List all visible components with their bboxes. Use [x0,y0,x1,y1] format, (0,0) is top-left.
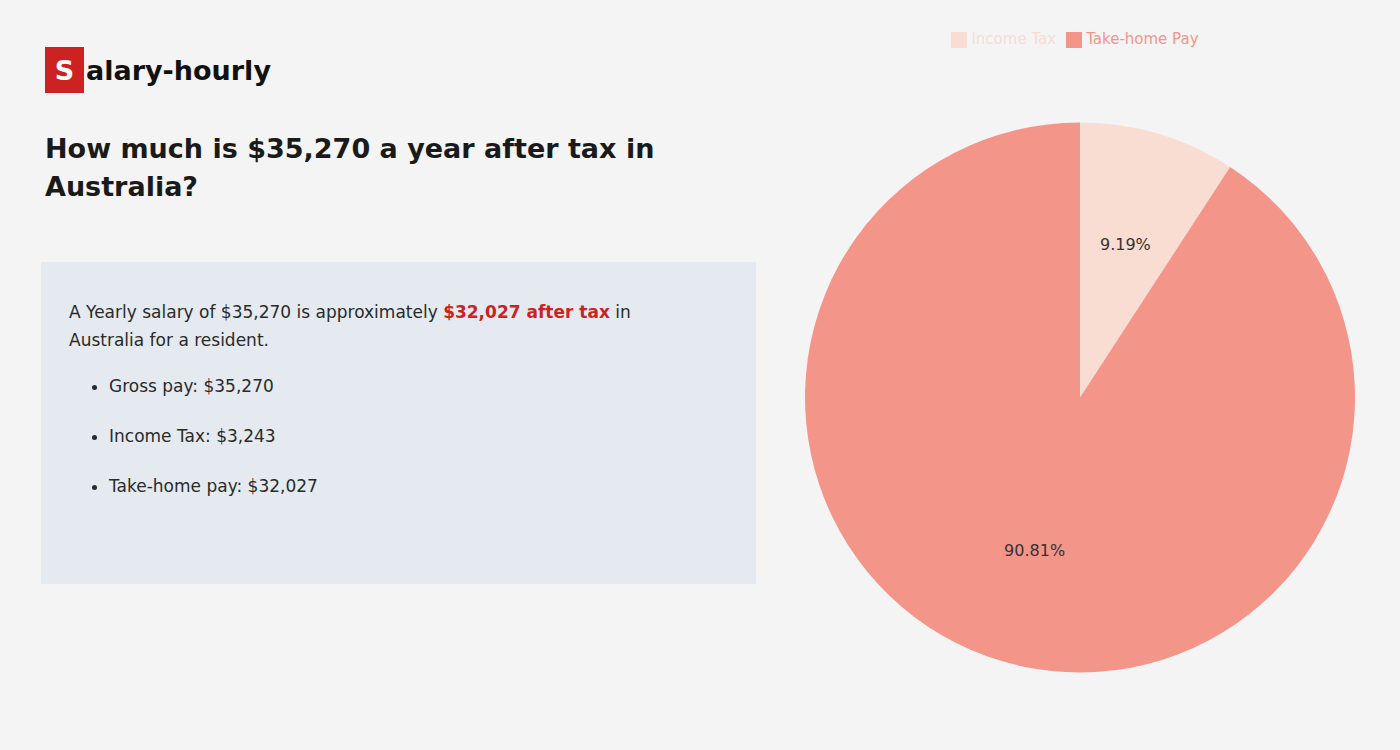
html-text:alary-hourly: alary-hourly [86,54,271,86]
html-text:A Yearly salary of $35,270 is: A Yearly salary of $35,270 is approximat… [69,302,631,322]
svg-text:90.81%: 90.81% [1004,541,1065,560]
html-text:S: S [54,54,75,86]
svg-text:9.19%: 9.19% [1100,235,1151,254]
html-text:Income Tax: Income Tax [971,30,1057,48]
html-text:Australia for a resident.: Australia for a resident. [69,330,269,350]
html-text:Income Tax: $3,243: Income Tax: $3,243 [109,426,276,447]
html-text:How much is $35,270 a year aft: How much is $35,270 a year after tax in … [45,133,655,202]
html-text:Take-home Pay: Take-home Pay [1086,30,1199,48]
html-text:Take-home pay: $32,027: Take-home pay: $32,027 [109,476,318,497]
html-text:Gross pay: $35,270: Gross pay: $35,270 [109,376,274,397]
